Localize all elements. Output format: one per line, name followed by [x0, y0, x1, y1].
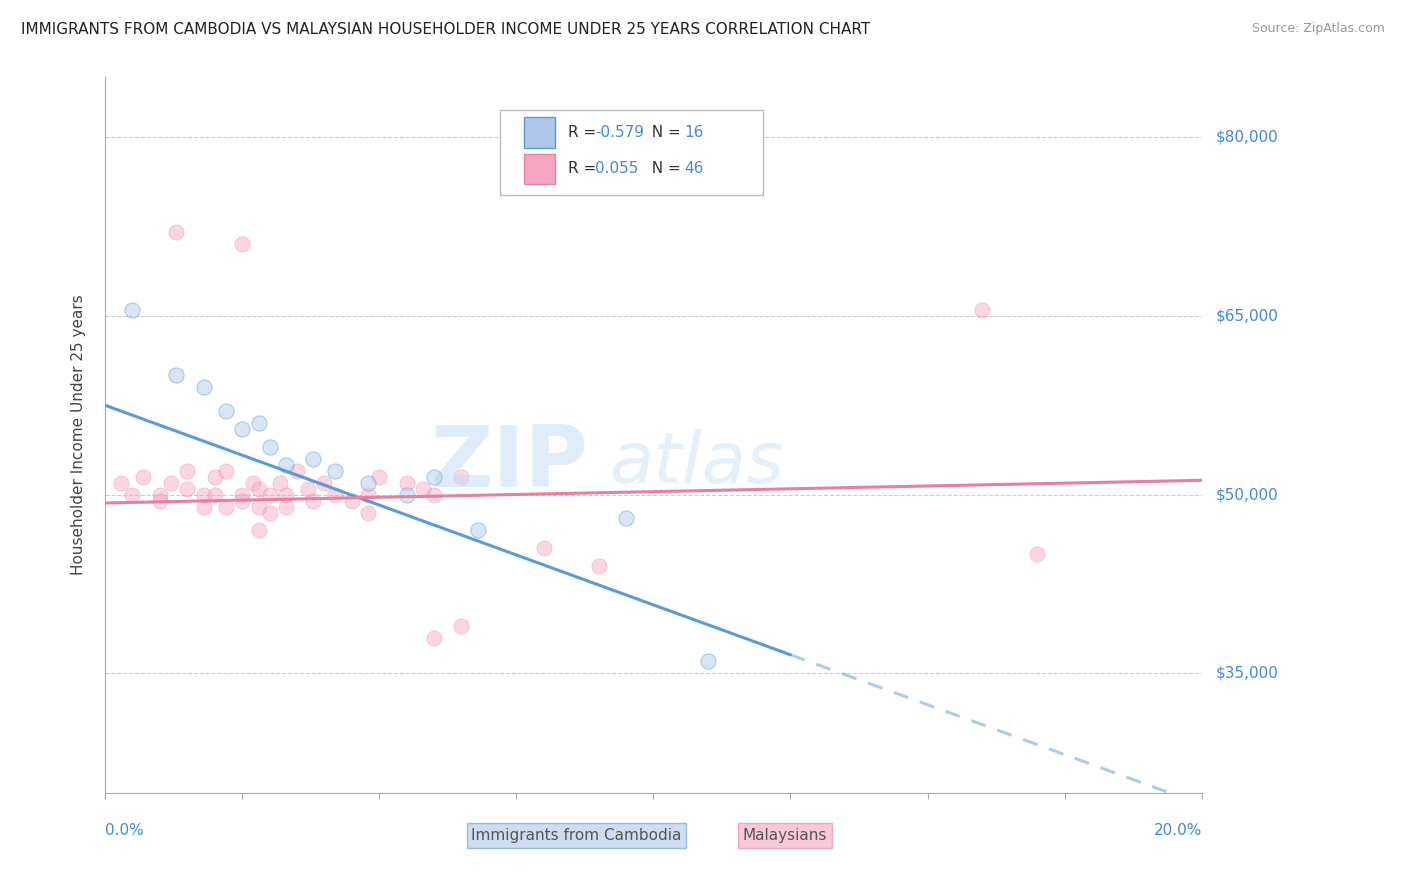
Point [110, 475, 132, 490]
Point [269, 475, 291, 490]
FancyBboxPatch shape [499, 110, 763, 195]
Point [176, 464, 198, 478]
Point [165, 226, 187, 240]
Point [274, 500, 297, 514]
Point [159, 475, 181, 490]
Point [423, 469, 446, 483]
Point [259, 488, 281, 502]
Point [302, 451, 325, 466]
Point [149, 488, 172, 502]
Point [340, 493, 363, 508]
Point [176, 482, 198, 496]
Point [395, 475, 418, 490]
Point [323, 464, 346, 478]
Text: ZIP: ZIP [430, 422, 588, 505]
Point [533, 541, 555, 556]
Point [214, 404, 236, 418]
Text: $35,000: $35,000 [1216, 666, 1278, 681]
Bar [524, 118, 554, 147]
Point [614, 511, 637, 525]
Point [357, 506, 380, 520]
Text: N =: N = [643, 125, 686, 140]
Point [323, 488, 346, 502]
Point [231, 422, 253, 436]
Point [450, 469, 472, 483]
Point [214, 464, 236, 478]
Point [231, 493, 253, 508]
Point [697, 655, 720, 669]
Point [193, 380, 215, 394]
Point [204, 488, 226, 502]
Text: Immigrants from Cambodia: Immigrants from Cambodia [471, 828, 682, 843]
Y-axis label: Householder Income Under 25 years: Householder Income Under 25 years [72, 294, 86, 575]
Point [972, 302, 994, 317]
Point [193, 488, 215, 502]
Text: atlas: atlas [610, 429, 785, 498]
Text: R =: R = [568, 161, 606, 177]
Point [423, 488, 446, 502]
Point [588, 559, 610, 574]
Point [314, 475, 336, 490]
Point [214, 500, 236, 514]
Text: N =: N = [643, 161, 686, 177]
Point [1026, 547, 1049, 561]
Point [357, 488, 380, 502]
Point [247, 500, 270, 514]
Point [259, 506, 281, 520]
Point [368, 469, 391, 483]
Text: $65,000: $65,000 [1216, 309, 1278, 323]
Bar [524, 154, 554, 184]
Point [357, 475, 380, 490]
Point [259, 440, 281, 454]
Point [412, 482, 434, 496]
Point [302, 493, 325, 508]
Point [231, 237, 253, 252]
Point [193, 500, 215, 514]
Point [274, 458, 297, 472]
Text: R =: R = [568, 125, 600, 140]
Point [395, 488, 418, 502]
Point [165, 368, 187, 383]
Point [121, 302, 143, 317]
Point [247, 524, 270, 538]
Point [247, 482, 270, 496]
Text: 0.0%: 0.0% [105, 823, 143, 838]
Text: -0.579: -0.579 [595, 125, 644, 140]
Text: IMMIGRANTS FROM CAMBODIA VS MALAYSIAN HOUSEHOLDER INCOME UNDER 25 YEARS CORRELAT: IMMIGRANTS FROM CAMBODIA VS MALAYSIAN HO… [21, 22, 870, 37]
Point [423, 631, 446, 645]
Point [242, 475, 264, 490]
Point [285, 464, 308, 478]
Point [149, 493, 172, 508]
Point [247, 416, 270, 430]
Point [274, 488, 297, 502]
Text: 46: 46 [685, 161, 703, 177]
Point [231, 488, 253, 502]
Point [297, 482, 319, 496]
Text: 20.0%: 20.0% [1153, 823, 1202, 838]
Point [467, 524, 489, 538]
Point [121, 488, 143, 502]
Text: Malaysians: Malaysians [742, 828, 827, 843]
Text: $80,000: $80,000 [1216, 129, 1278, 145]
Point [450, 618, 472, 632]
Text: Source: ZipAtlas.com: Source: ZipAtlas.com [1251, 22, 1385, 36]
Point [204, 469, 226, 483]
Text: 0.055: 0.055 [595, 161, 638, 177]
Text: 16: 16 [685, 125, 703, 140]
Point [132, 469, 155, 483]
Text: $50,000: $50,000 [1216, 487, 1278, 502]
